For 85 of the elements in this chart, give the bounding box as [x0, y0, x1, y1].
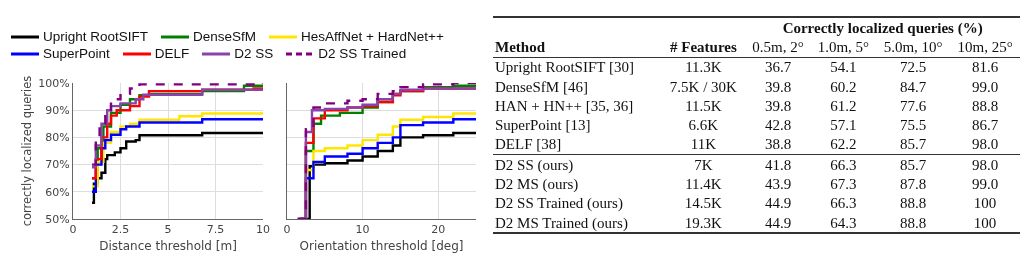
text: 67.3: [830, 176, 857, 193]
text: 75.5: [899, 117, 927, 134]
text: 100: [973, 214, 997, 231]
text: 11.4K: [685, 176, 722, 193]
category-label: Method: [494, 37, 546, 57]
text: 36.7: [764, 59, 792, 76]
category-label: SuperPoint [13]: [495, 117, 591, 134]
text: 88.8: [899, 214, 927, 231]
text: 99.0: [971, 78, 999, 95]
x-tick-label: 20: [431, 223, 446, 237]
x-tick-label: 2.5: [111, 223, 130, 237]
x-tick-label: 0: [69, 223, 77, 237]
y-tick-label: 60%: [45, 185, 70, 199]
text: 39.8: [764, 97, 792, 114]
text: 98.0: [971, 136, 999, 153]
text: 62.2: [830, 136, 857, 153]
text: 11.3K: [685, 59, 722, 76]
text: 44.9: [764, 195, 792, 212]
y-tick-label: 80%: [45, 131, 70, 145]
text: 77.6: [899, 97, 927, 114]
x-tick-label: 7.5: [206, 223, 225, 237]
category-label: 1.0m, 5°: [816, 37, 871, 57]
text: 54.1: [830, 59, 857, 76]
text: 11K: [690, 136, 717, 153]
x-tick-label: 0: [283, 223, 291, 237]
text: 84.7: [899, 78, 927, 95]
category-label: # Features: [669, 37, 738, 57]
y-tick-label: 50%: [45, 212, 70, 226]
text: 88.8: [899, 195, 927, 212]
text: 57.1: [830, 117, 857, 134]
legend-label: HesAffNet + HardNet++: [301, 28, 444, 45]
text: 66.3: [830, 156, 857, 173]
text: 43.9: [764, 176, 792, 193]
text: 88.8: [971, 97, 999, 114]
category-label: HAN + HN++ [35, 36]: [495, 97, 634, 114]
category-label: 0.5m, 2°: [751, 37, 805, 57]
category-label: DenseSfM [46]: [495, 78, 588, 95]
text: 86.7: [971, 117, 999, 134]
text: 87.8: [899, 176, 927, 193]
text: 61.2: [830, 97, 857, 114]
category-label: D2 MS (ours): [495, 176, 579, 193]
text: 39.8: [764, 78, 792, 95]
text: 19.3K: [684, 214, 722, 231]
y-axis-title: correctly localized queries: [19, 75, 34, 227]
category-label: D2 SS (ours): [495, 156, 574, 173]
y-tick-label: 90%: [45, 104, 70, 118]
x-tick-label: 10: [256, 223, 270, 237]
category-label: 5.0m, 10°: [882, 37, 944, 57]
text: 38.8: [764, 136, 792, 153]
text: 42.8: [764, 117, 792, 134]
legend-label: DenseSfM: [193, 28, 257, 45]
category-label: D2 SS Trained (ours): [495, 195, 623, 212]
legend-label: D2 SS: [234, 45, 274, 62]
x-axis-title: Orientation threshold [deg]: [299, 239, 464, 254]
text: 85.7: [899, 136, 927, 153]
text: 99.0: [971, 176, 999, 193]
x-tick-label: 10: [355, 223, 370, 237]
x-tick-label: 5: [164, 223, 172, 237]
legend-label: SuperPoint: [43, 45, 110, 62]
y-tick-label: 100%: [38, 76, 70, 90]
text: 6.6K: [688, 117, 719, 134]
text: 64.3: [830, 214, 857, 231]
text: 72.5: [899, 59, 927, 76]
text: 41.8: [764, 156, 792, 173]
text: 98.0: [971, 156, 999, 173]
text: 11.5K: [685, 97, 722, 114]
legend-label: Upright RootSIFT: [43, 28, 149, 45]
text: 81.6: [971, 59, 999, 76]
text: 44.9: [764, 214, 792, 231]
category-label: Upright RootSIFT [30]: [495, 59, 634, 76]
category-label: DELF [38]: [495, 136, 562, 153]
text: 14.5K: [684, 195, 722, 212]
x-axis-title: Distance threshold [m]: [99, 239, 237, 254]
legend-label: D2 SS Trained: [318, 45, 407, 62]
text: Correctly localized queries (%): [781, 18, 984, 38]
text: 60.2: [830, 78, 857, 95]
category-label: D2 MS Trained (ours): [495, 214, 628, 231]
text: 85.7: [899, 156, 927, 173]
text: 7K: [694, 156, 713, 173]
text: 66.3: [830, 195, 857, 212]
text: 7.5K / 30K: [669, 78, 737, 95]
text: 100: [973, 195, 997, 212]
category-label: 10m, 25°: [956, 37, 1014, 57]
y-tick-label: 70%: [45, 158, 70, 172]
legend-label: DELF: [154, 45, 190, 62]
